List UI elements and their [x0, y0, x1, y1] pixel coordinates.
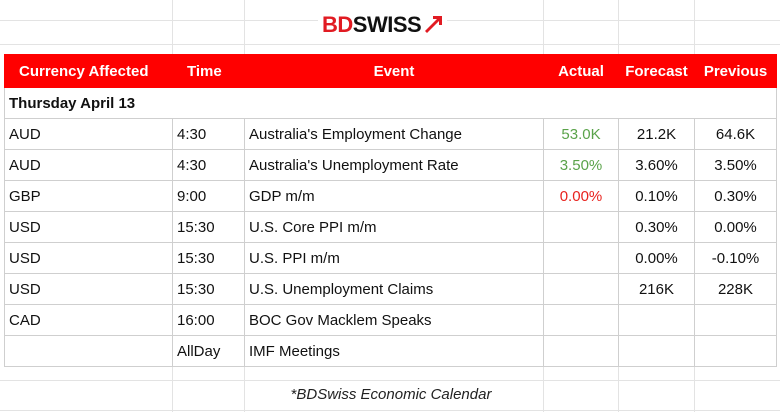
- currency-cell: AUD: [4, 118, 173, 150]
- table-row: CAD 16:00 BOC Gov Macklem Speaks: [4, 304, 777, 336]
- event-cell: GDP m/m: [244, 180, 544, 212]
- event-cell: U.S. PPI m/m: [244, 242, 544, 274]
- time-cell: 15:30: [172, 242, 245, 274]
- currency-cell: USD: [4, 242, 173, 274]
- currency-cell: [4, 335, 173, 367]
- event-cell: IMF Meetings: [244, 335, 544, 367]
- time-cell: 4:30: [172, 149, 245, 181]
- forecast-cell: 0.00%: [618, 242, 695, 274]
- actual-cell: 53.0K: [543, 118, 619, 150]
- previous-cell: [694, 335, 777, 367]
- actual-cell: [543, 242, 619, 274]
- currency-cell: USD: [4, 273, 173, 305]
- forecast-cell: 0.10%: [618, 180, 695, 212]
- logo-arrow-icon: [425, 16, 443, 33]
- header-time: Time: [172, 54, 245, 88]
- currency-cell: AUD: [4, 149, 173, 181]
- time-cell: AllDay: [172, 335, 245, 367]
- forecast-cell: 21.2K: [618, 118, 695, 150]
- table-row: USD 15:30 U.S. Core PPI m/m 0.30% 0.00%: [4, 211, 777, 243]
- time-cell: 15:30: [172, 273, 245, 305]
- actual-cell: [543, 273, 619, 305]
- time-cell: 15:30: [172, 211, 245, 243]
- table-row: USD 15:30 U.S. PPI m/m 0.00% -0.10%: [4, 242, 777, 274]
- table-row: AUD 4:30 Australia's Unemployment Rate 3.50…: [4, 149, 777, 181]
- table-row: GBP 9:00 GDP m/m 0.00% 0.10% 0.30%: [4, 180, 777, 212]
- previous-cell: 3.50%: [694, 149, 777, 181]
- forecast-cell: 3.60%: [618, 149, 695, 181]
- currency-cell: GBP: [4, 180, 173, 212]
- forecast-cell: [618, 304, 695, 336]
- previous-cell: 0.30%: [694, 180, 777, 212]
- event-cell: U.S. Core PPI m/m: [244, 211, 544, 243]
- day-row: Thursday April 13: [4, 87, 777, 119]
- previous-cell: 0.00%: [694, 211, 777, 243]
- event-cell: BOC Gov Macklem Speaks: [244, 304, 544, 336]
- table-row: AUD 4:30 Australia's Employment Change 53.0…: [4, 118, 777, 150]
- day-label: Thursday April 13: [4, 87, 777, 119]
- header-event: Event: [244, 54, 544, 88]
- event-cell: U.S. Unemployment Claims: [244, 273, 544, 305]
- time-cell: 16:00: [172, 304, 245, 336]
- header-previous: Previous: [694, 54, 777, 88]
- previous-cell: 64.6K: [694, 118, 777, 150]
- actual-cell: [543, 211, 619, 243]
- actual-cell: 0.00%: [543, 180, 619, 212]
- economic-calendar-table: Currency Affected Time Event Actual Fore…: [4, 54, 777, 367]
- actual-cell: [543, 335, 619, 367]
- time-cell: 9:00: [172, 180, 245, 212]
- forecast-cell: 0.30%: [618, 211, 695, 243]
- header-actual: Actual: [543, 54, 619, 88]
- bdswiss-logo: BD SWISS: [318, 12, 448, 38]
- time-cell: 4:30: [172, 118, 245, 150]
- header-row: Currency Affected Time Event Actual Fore…: [4, 54, 777, 88]
- actual-cell: [543, 304, 619, 336]
- event-cell: Australia's Unemployment Rate: [244, 149, 544, 181]
- header-forecast: Forecast: [618, 54, 695, 88]
- table-row: AllDay IMF Meetings: [4, 335, 777, 367]
- previous-cell: [694, 304, 777, 336]
- currency-cell: USD: [4, 211, 173, 243]
- previous-cell: 228K: [694, 273, 777, 305]
- footer-caption: *BDSwiss Economic Calendar: [277, 382, 505, 408]
- forecast-cell: 216K: [618, 273, 695, 305]
- event-cell: Australia's Employment Change: [244, 118, 544, 150]
- forecast-cell: [618, 335, 695, 367]
- currency-cell: CAD: [4, 304, 173, 336]
- header-currency: Currency Affected: [4, 54, 173, 88]
- table-row: USD 15:30 U.S. Unemployment Claims 216K 228K: [4, 273, 777, 305]
- previous-cell: -0.10%: [694, 242, 777, 274]
- actual-cell: 3.50%: [543, 149, 619, 181]
